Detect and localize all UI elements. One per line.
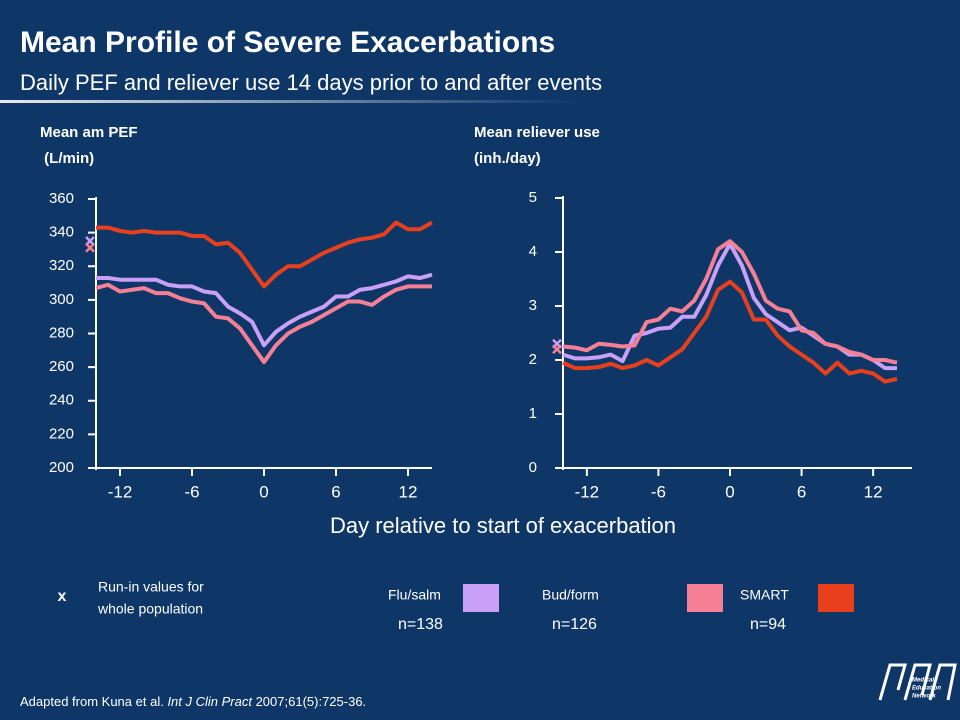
legend-swatch — [463, 584, 499, 612]
run-in-symbol: x — [58, 588, 67, 605]
legend-label: SMART — [740, 587, 789, 603]
y-axis-title: (inh./day) — [474, 150, 541, 167]
run-in-text: Run-in values for — [98, 579, 204, 595]
legend-label: Bud/form — [542, 587, 599, 603]
y-tick-label: 240 — [49, 392, 74, 409]
logo-text: Education — [912, 686, 941, 692]
y-tick-label: 220 — [49, 425, 74, 442]
logo: Medical Education Network — [878, 663, 957, 701]
x-axis-title: Day relative to start of exacerbation — [330, 513, 676, 538]
y-tick-label: 3 — [529, 297, 537, 314]
x-tick-label: 0 — [725, 482, 734, 501]
legend-swatch — [818, 584, 854, 612]
series-line — [562, 279, 898, 384]
legend-n: n=94 — [750, 616, 786, 633]
y-tick-label: 5 — [529, 189, 537, 206]
subtitle: Daily PEF and reliever use 14 days prior… — [20, 70, 602, 95]
logo-mark — [878, 663, 957, 701]
x-tick-label: 12 — [399, 482, 418, 501]
x-tick-label: 6 — [331, 482, 340, 501]
y-tick-label: 300 — [49, 291, 74, 308]
y-tick-label: 4 — [529, 243, 537, 260]
y-tick-label: 200 — [49, 459, 74, 476]
legend-n: n=126 — [552, 616, 597, 633]
source-text: Adapted from Kuna et al. — [20, 694, 167, 709]
series-line — [96, 272, 433, 348]
source-journal: Int J Clin Pract — [167, 694, 253, 709]
y-tick-label: 340 — [49, 224, 74, 241]
legend-n: n=138 — [398, 616, 443, 633]
run-in-marker — [552, 344, 562, 355]
run-in-marker — [85, 242, 95, 253]
y-tick-label: 1 — [529, 405, 537, 422]
x-tick-label: -12 — [108, 482, 133, 501]
y-tick-label: 0 — [529, 459, 537, 476]
y-tick-label: 280 — [49, 324, 74, 341]
series-line — [95, 282, 432, 365]
x-tick-label: -6 — [651, 482, 666, 501]
title: Mean Profile of Severe Exacerbations — [20, 26, 555, 59]
x-tick-label: -6 — [184, 482, 199, 501]
source-text: 2007;61(5):725-36. — [252, 694, 366, 709]
y-tick-label: 260 — [49, 358, 74, 375]
y-axis-title: Mean am PEF — [40, 124, 138, 141]
source: Adapted from Kuna et al. Int J Clin Prac… — [20, 694, 366, 709]
y-axis-title: (L/min) — [40, 150, 94, 167]
legend-swatch — [687, 584, 723, 612]
y-axis-title: Mean reliever use — [474, 124, 600, 141]
logo-text: Medical — [912, 678, 934, 684]
title-underline — [0, 100, 580, 103]
x-tick-label: 12 — [864, 482, 883, 501]
logo-text: Network — [912, 694, 936, 700]
run-in-text: whole population — [97, 601, 203, 617]
x-tick-label: -12 — [575, 482, 600, 501]
y-tick-label: 2 — [529, 351, 537, 368]
legend-label: Flu/salm — [388, 587, 441, 603]
series-line — [96, 220, 433, 289]
x-tick-label: 6 — [797, 482, 806, 501]
series-line — [562, 239, 898, 365]
y-tick-label: 320 — [49, 257, 74, 274]
y-tick-label: 360 — [49, 190, 74, 207]
x-tick-label: 0 — [259, 482, 268, 501]
